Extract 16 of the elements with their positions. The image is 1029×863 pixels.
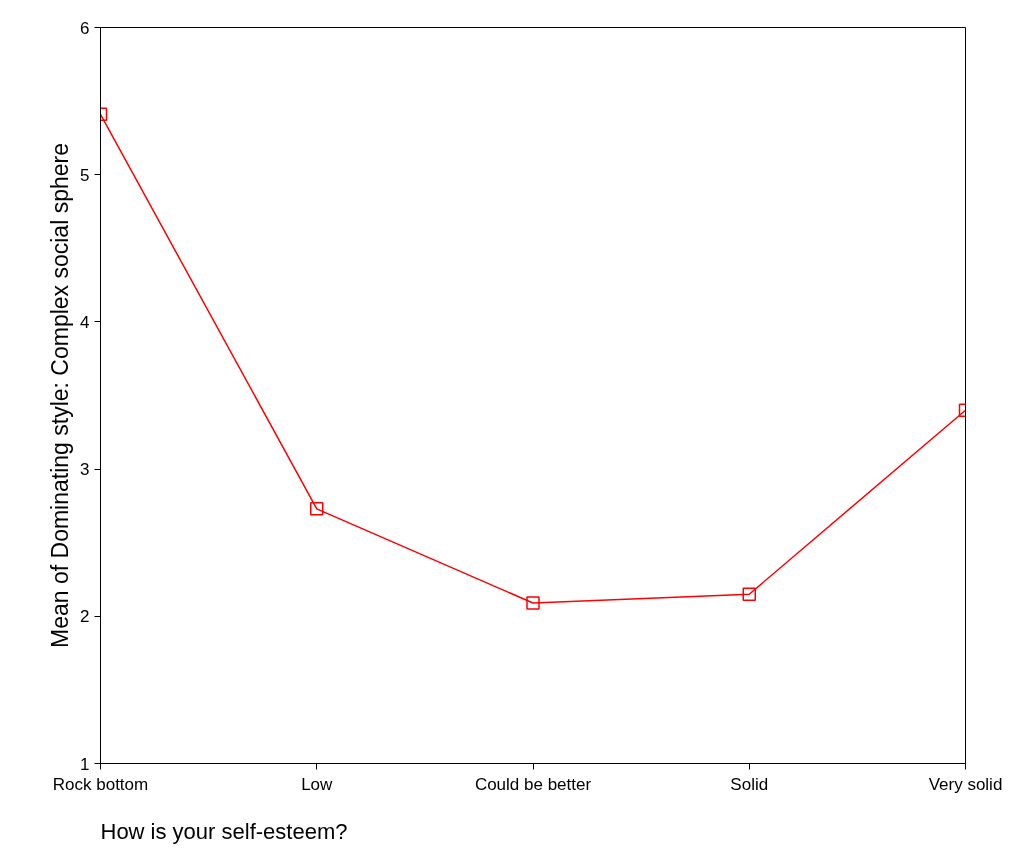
x-tick-label: Solid [730,774,769,794]
y-tick-label: 5 [80,165,90,185]
point [526,596,540,610]
x-tick-label: Rock bottom [52,774,149,794]
x-axis-title: How is your self-esteem? [100,818,348,844]
y-tick-label: 6 [80,18,90,38]
x-tick-label: Could be better [474,774,592,794]
y-tick-label: 1 [80,754,90,774]
y-axis-title: Mean of Dominating style: Complex social sphere [47,143,74,648]
point [742,587,756,601]
x-tick-label: Low [301,774,334,794]
y-tick-label: 4 [80,312,90,332]
x-tick-label: Very solid [928,774,1003,794]
y-tick-label: 2 [80,607,90,627]
y-tick-label: 3 [80,460,90,480]
point [310,502,324,516]
